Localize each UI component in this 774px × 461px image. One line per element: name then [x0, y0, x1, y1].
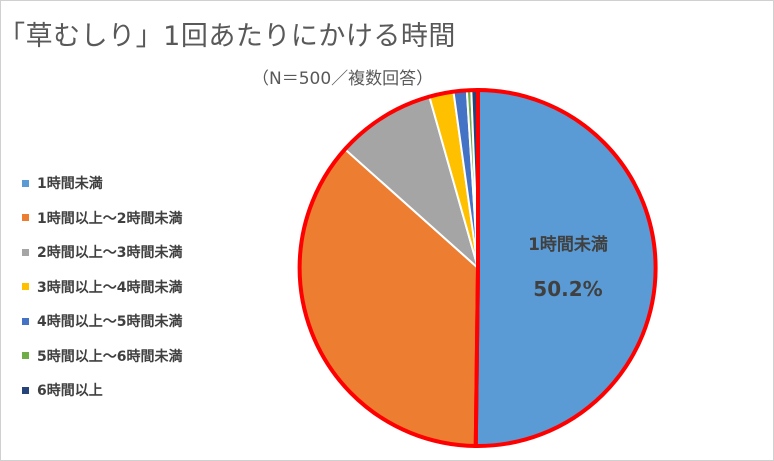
legend-swatch	[22, 248, 29, 256]
legend-swatch	[22, 283, 29, 291]
legend-item: 4時間以上～5時間未満	[22, 304, 182, 339]
legend-label: 2時間以上～3時間未満	[37, 245, 183, 262]
legend-item: 6時間以上	[22, 373, 182, 408]
legend-swatch	[22, 386, 29, 394]
pie-slice	[474, 88, 657, 447]
legend-item: 1時間以上～2時間未満	[22, 201, 182, 236]
legend-item: 3時間以上～4時間未満	[22, 270, 182, 305]
chart-title: 「草むしり」1回あたりにかける時間	[0, 21, 456, 52]
legend-swatch	[22, 352, 29, 360]
legend-label: 6時間以上	[37, 383, 103, 400]
data-label-category: 1時間未満	[528, 234, 608, 255]
legend-item: 2時間以上～3時間未満	[22, 235, 182, 270]
legend-swatch	[22, 317, 29, 325]
legend-label: 3時間以上～4時間未満	[37, 279, 183, 296]
legend-label: 1時間以上～2時間未満	[37, 210, 183, 227]
highlight-outline-selected	[473, 87, 658, 448]
legend-swatch	[22, 214, 29, 222]
legend-label: 1時間未満	[37, 176, 103, 193]
data-label-value: 50.2%	[533, 277, 602, 301]
legend-swatch	[22, 179, 29, 187]
highlight-outline-rest	[297, 87, 480, 449]
legend-label: 5時間以上～6時間未満	[37, 348, 183, 365]
chart-legend: 1時間未満 1時間以上～2時間未満 2時間以上～3時間未満 3時間以上～4時間未満 4時…	[22, 166, 182, 408]
legend-item: 5時間以上～6時間未満	[22, 339, 182, 374]
legend-label: 4時間以上～5時間未満	[37, 314, 183, 331]
legend-item: 1時間未満	[22, 166, 182, 201]
chart-subtitle: （N＝500／複数回答）	[252, 69, 434, 89]
